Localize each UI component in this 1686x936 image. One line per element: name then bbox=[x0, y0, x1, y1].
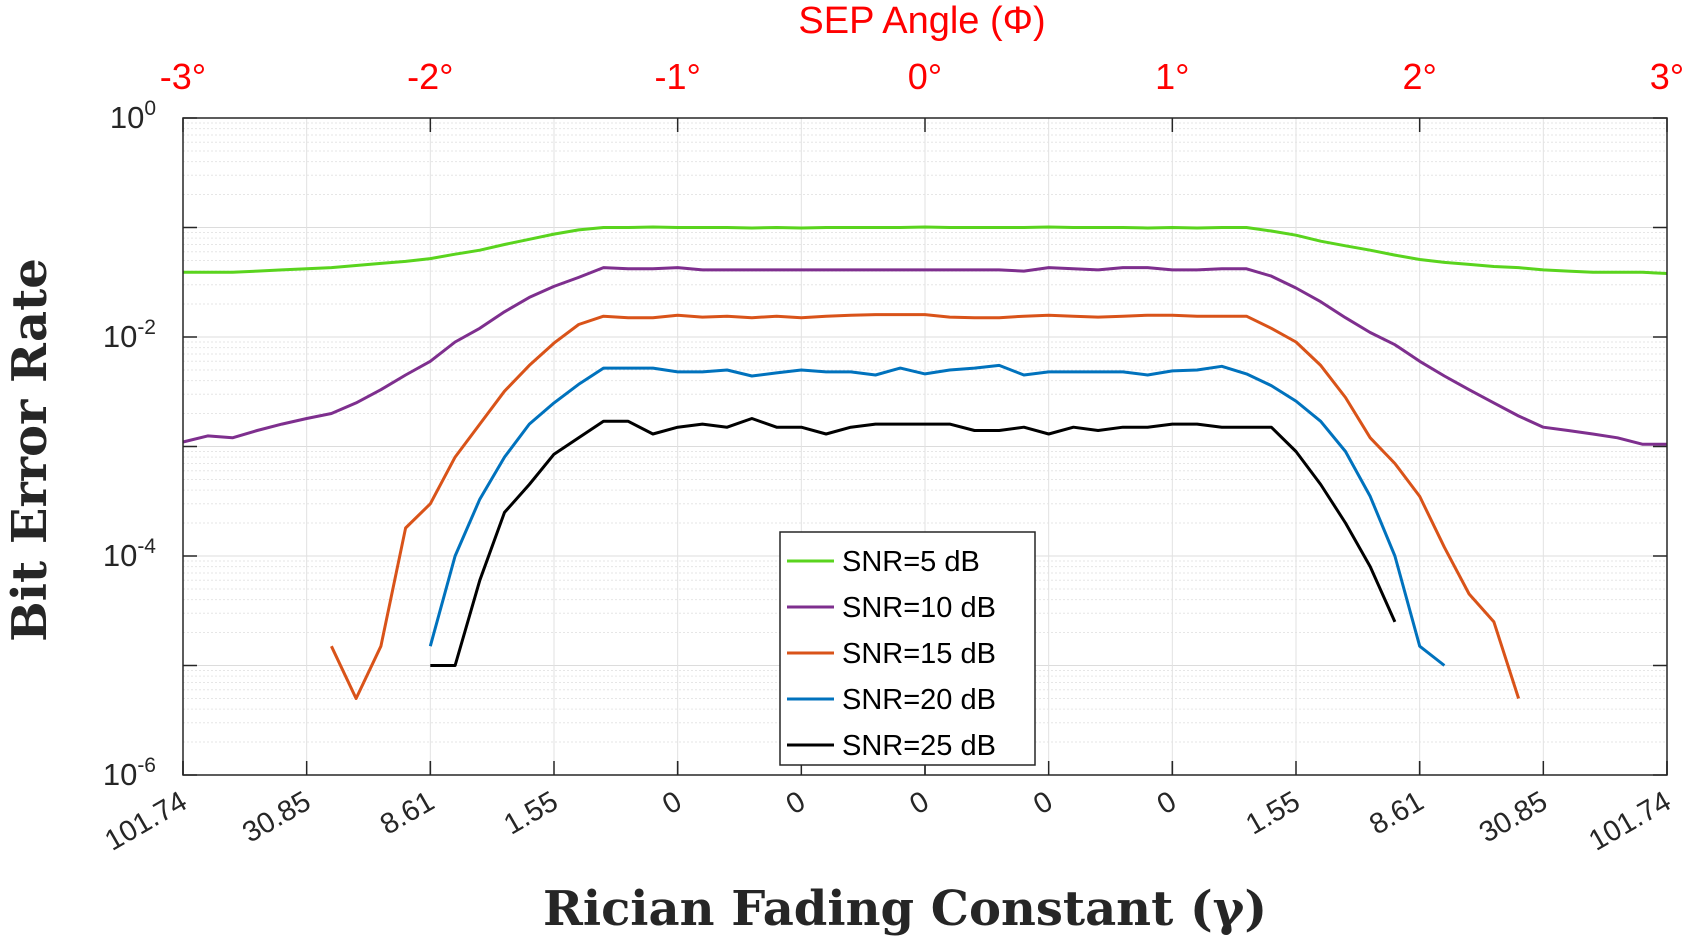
legend-label: SNR=25 dB bbox=[842, 730, 996, 762]
series-line-snr-20-db bbox=[428, 363, 1446, 667]
left-tick-labels: 100 10-2 10-4 10-6 bbox=[103, 97, 156, 792]
series-line-snr-5-db bbox=[183, 225, 1668, 275]
legend: SNR=5 dB SNR=10 dB SNR=15 dB SNR=20 dB SNR=2… bbox=[779, 531, 1036, 766]
top-tick-label: 2° bbox=[1402, 56, 1436, 97]
series-line-snr-15-db bbox=[330, 313, 1521, 700]
top-tick-labels: -3° -2° -1° 0° 1° 2° 3° bbox=[160, 56, 1684, 97]
top-tick-label: 1° bbox=[1155, 56, 1189, 97]
top-tick-label: -1° bbox=[654, 56, 700, 97]
top-tick-label: 3° bbox=[1650, 56, 1684, 97]
top-axis-title: SEP Angle (Φ) bbox=[798, 0, 1045, 42]
left-tick-label: 10-2 bbox=[103, 316, 156, 354]
series-line-snr-25-db bbox=[430, 417, 1397, 667]
left-tick-label: 10-6 bbox=[103, 754, 156, 792]
top-tick-label: -2° bbox=[407, 56, 453, 97]
y-axis-label: Bit Error Rate bbox=[2, 258, 58, 642]
legend-box bbox=[779, 531, 1036, 766]
legend-label: SNR=5 dB bbox=[842, 546, 980, 578]
legend-label: SNR=10 dB bbox=[842, 592, 996, 624]
left-tick-label: 100 bbox=[110, 97, 156, 135]
series-line-snr-10-db bbox=[182, 266, 1667, 446]
left-tick-label: 10-4 bbox=[103, 535, 156, 573]
legend-label: SNR=20 dB bbox=[842, 684, 996, 716]
x-axis-label: Rician Fading Constant (γ) bbox=[543, 881, 1267, 936]
top-tick-label: 0° bbox=[908, 56, 942, 97]
ticks-layer bbox=[182, 117, 1668, 776]
top-tick-label: -3° bbox=[160, 56, 206, 97]
legend-label: SNR=15 dB bbox=[842, 638, 996, 670]
series-layer bbox=[182, 225, 1668, 700]
